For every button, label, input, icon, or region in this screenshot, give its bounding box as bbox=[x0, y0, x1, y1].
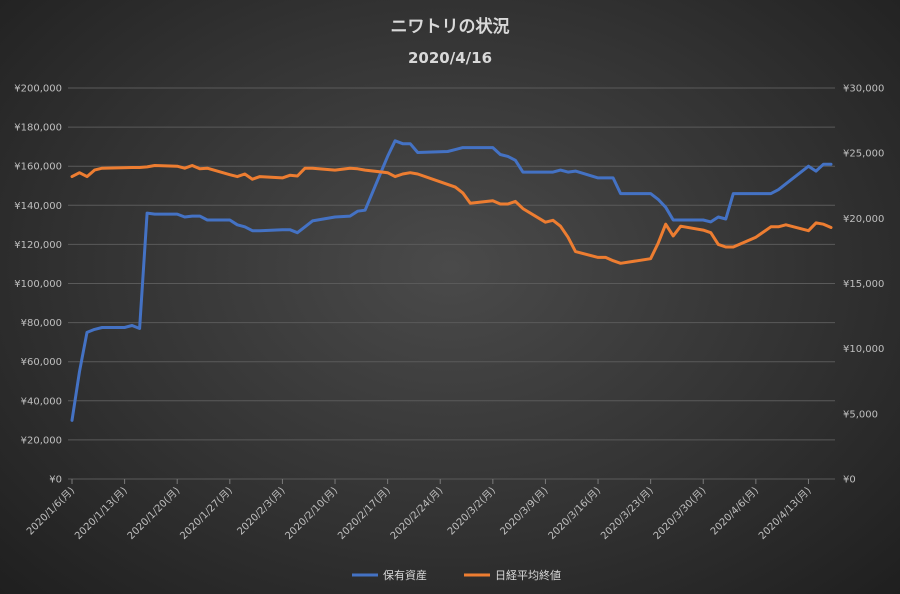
series-line-0 bbox=[70, 139, 833, 422]
chart-title: ニワトリの状況 bbox=[391, 16, 510, 37]
left-tick-label: ¥160,000 bbox=[14, 162, 62, 173]
right-tick-label: ¥5,000 bbox=[843, 409, 878, 420]
left-tick-label: ¥140,000 bbox=[14, 201, 62, 212]
right-tick-label: ¥0 bbox=[843, 475, 856, 486]
x-tick-label: 2020/2/17(月) bbox=[335, 485, 392, 542]
x-tick-label: 2020/1/13(月) bbox=[72, 485, 129, 542]
legend: 保有資産 日経平均終値 bbox=[352, 568, 561, 582]
right-tick-label: ¥15,000 bbox=[843, 279, 884, 290]
left-tick-label: ¥40,000 bbox=[21, 396, 62, 407]
right-tick-label: ¥25,000 bbox=[843, 149, 884, 160]
x-tick-label: 2020/4/6(月) bbox=[708, 485, 761, 538]
x-axis-ticks: 2020/1/6(月)2020/1/13(月)2020/1/20(月)2020/… bbox=[24, 479, 814, 542]
right-axis-ticks: ¥0 ¥5,000 ¥10,000 ¥15,000 ¥20,000 ¥25,000 ¥30,… bbox=[843, 84, 884, 486]
left-tick-label: ¥80,000 bbox=[21, 318, 62, 329]
x-tick-label: 2020/3/16(月) bbox=[546, 485, 603, 542]
x-tick-label: 2020/1/20(月) bbox=[125, 485, 182, 542]
right-tick-label: ¥10,000 bbox=[843, 344, 884, 355]
series-lines bbox=[70, 139, 833, 422]
x-tick-label: 2020/2/10(月) bbox=[283, 485, 340, 542]
left-tick-label: ¥100,000 bbox=[14, 279, 62, 290]
left-tick-label: ¥120,000 bbox=[14, 240, 62, 251]
x-tick-label: 2020/4/13(月) bbox=[756, 485, 813, 542]
x-tick-label: 2020/3/9(月) bbox=[498, 485, 551, 538]
x-tick-label: 2020/3/2(月) bbox=[445, 485, 498, 538]
left-tick-label: ¥20,000 bbox=[21, 435, 62, 446]
x-tick-label: 2020/1/6(月) bbox=[24, 485, 77, 538]
legend-label-0: 保有資産 bbox=[383, 568, 427, 582]
series-line-1 bbox=[70, 164, 833, 265]
x-tick-label: 2020/3/23(月) bbox=[598, 485, 655, 542]
right-tick-label: ¥30,000 bbox=[843, 84, 884, 95]
right-tick-label: ¥20,000 bbox=[843, 214, 884, 225]
legend-label-1: 日経平均終値 bbox=[495, 568, 561, 582]
left-tick-label: ¥0 bbox=[49, 475, 62, 486]
x-tick-label: 2020/1/27(月) bbox=[178, 485, 235, 542]
left-tick-label: ¥60,000 bbox=[21, 357, 62, 368]
gridlines bbox=[68, 87, 835, 480]
chart-subtitle: 2020/4/16 bbox=[408, 49, 492, 67]
left-tick-label: ¥180,000 bbox=[14, 123, 62, 134]
left-axis-ticks: ¥0 ¥20,000 ¥40,000 ¥60,000 ¥80,000 ¥100,000 ¥1… bbox=[14, 84, 62, 486]
x-tick-label: 2020/2/3(月) bbox=[235, 485, 288, 538]
left-tick-label: ¥200,000 bbox=[14, 84, 62, 95]
x-tick-label: 2020/2/24(月) bbox=[388, 485, 445, 542]
x-tick-label: 2020/3/30(月) bbox=[651, 485, 708, 542]
